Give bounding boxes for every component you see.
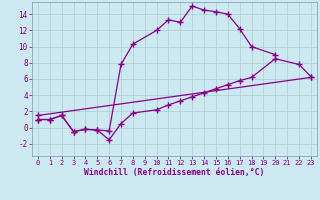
X-axis label: Windchill (Refroidissement éolien,°C): Windchill (Refroidissement éolien,°C) [84,168,265,177]
